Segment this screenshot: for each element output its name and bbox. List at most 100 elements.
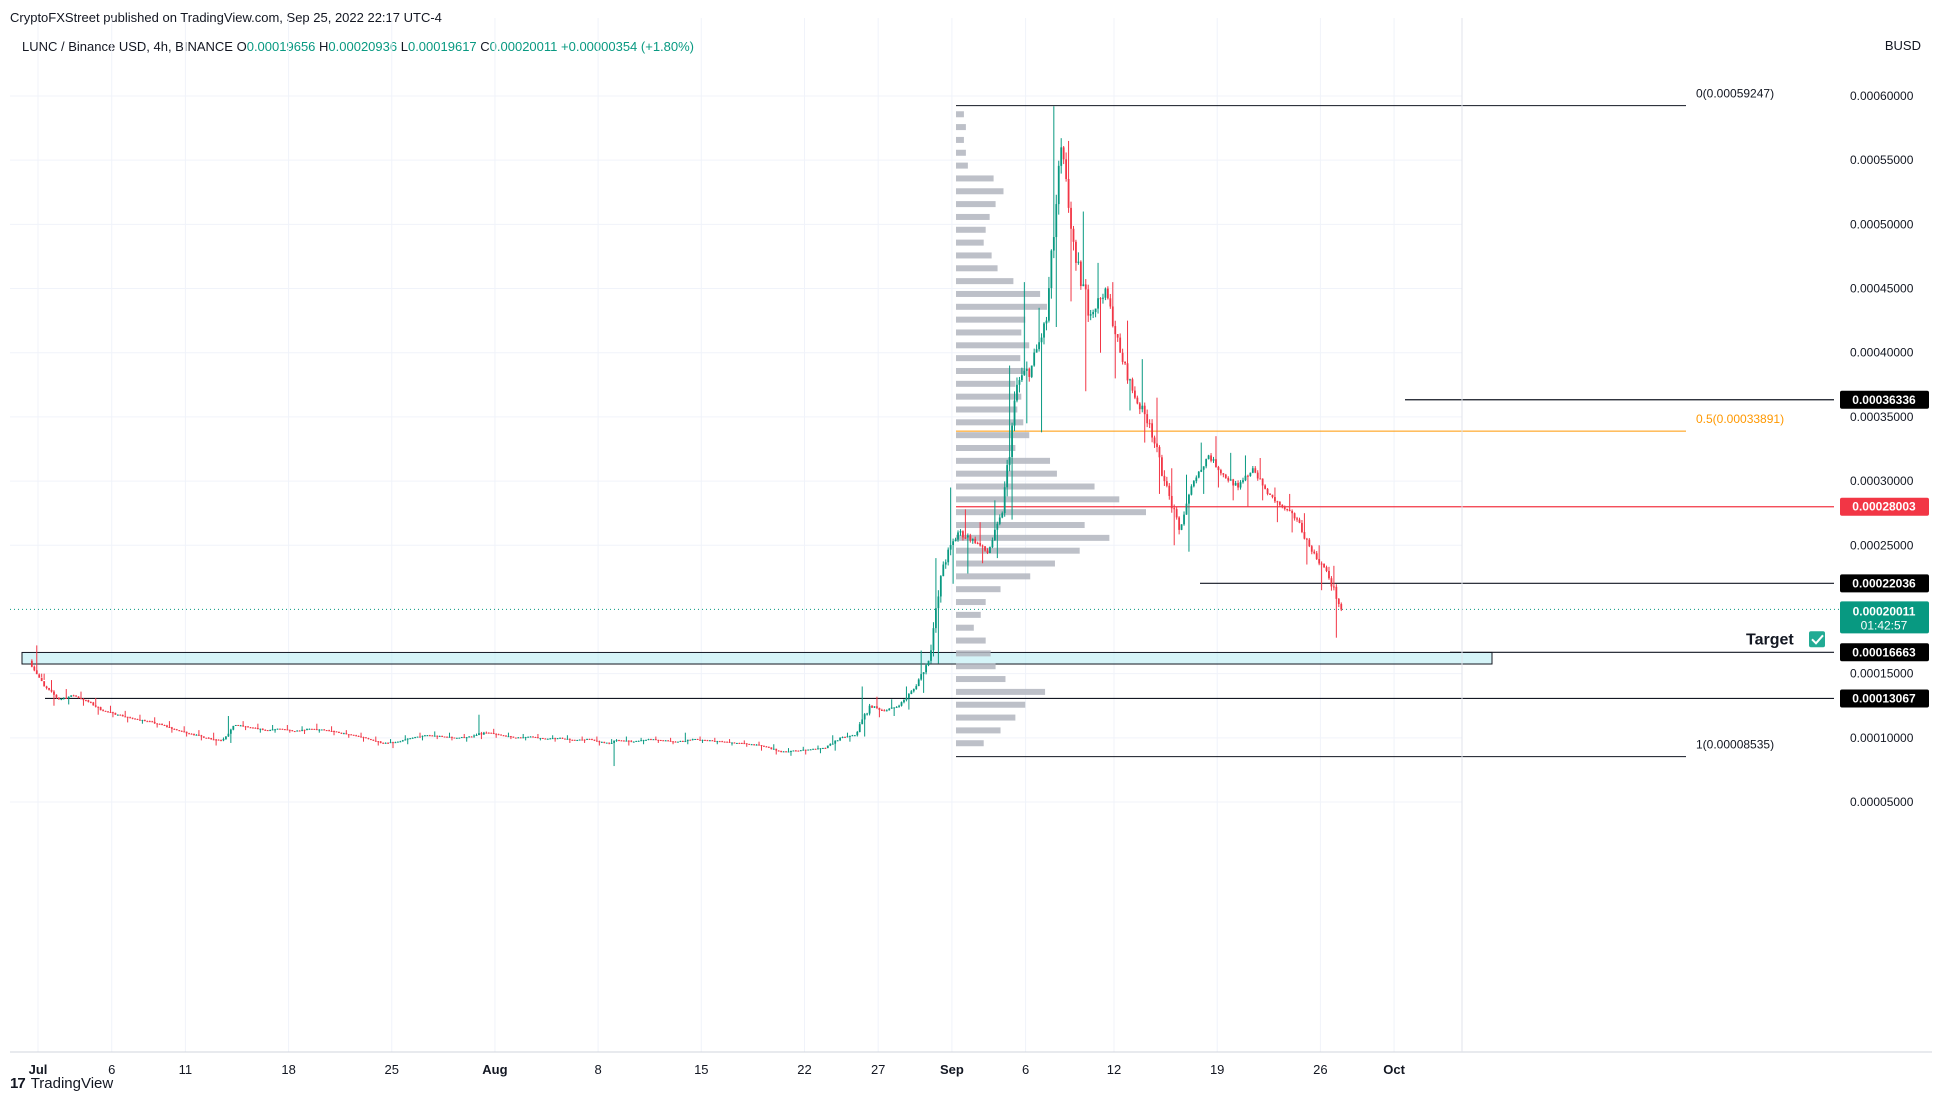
candle-body <box>1114 326 1117 335</box>
candlesticks <box>30 106 1343 767</box>
candle-body <box>802 749 805 751</box>
candle-body <box>1301 522 1303 533</box>
price-tick-label: 0.00055000 <box>1850 153 1914 167</box>
candle-body <box>971 538 974 541</box>
volume-profile-bar <box>956 573 1031 580</box>
candle-body <box>35 670 38 675</box>
candle-body <box>448 736 451 738</box>
support-zone-rect[interactable] <box>21 651 1493 665</box>
target-label: Target <box>1746 631 1794 648</box>
price-tick-label: 0.00045000 <box>1850 282 1914 296</box>
price-tick-label: 0.00060000 <box>1850 89 1914 103</box>
candle-body <box>207 737 210 739</box>
candle-body <box>723 741 726 743</box>
candle-body <box>669 740 672 742</box>
candle-body <box>755 744 758 746</box>
tradingview-logo[interactable]: 17 TradingView <box>10 1075 113 1092</box>
candle-body <box>1121 352 1124 362</box>
candle-body <box>492 733 495 735</box>
candle-body <box>546 738 549 740</box>
candle-body <box>480 733 483 735</box>
candle-body <box>1011 425 1013 457</box>
candle-body <box>1210 455 1212 461</box>
candle-body <box>1136 397 1139 404</box>
candle-body <box>642 740 645 742</box>
candle-body <box>163 724 166 726</box>
time-tick-label: 11 <box>179 1062 193 1077</box>
candle-body <box>185 731 188 734</box>
volume-profile-bar <box>956 278 1014 285</box>
candle-body <box>1077 261 1080 263</box>
candle-body <box>109 712 112 714</box>
candle-body <box>932 628 935 651</box>
candle-body <box>650 739 652 741</box>
candle-body <box>131 717 134 719</box>
candle-body <box>114 712 117 715</box>
candle-body <box>1023 370 1026 376</box>
candle-body <box>1232 479 1235 486</box>
candle-body <box>446 736 448 738</box>
candle-body <box>242 725 245 727</box>
candle-body <box>473 735 475 737</box>
candle-body <box>426 735 429 737</box>
candle-body <box>222 738 225 741</box>
candle-body <box>942 564 945 577</box>
candle-body <box>264 729 267 731</box>
price-tick-label: 0.00040000 <box>1850 346 1914 360</box>
candle-body <box>726 741 728 743</box>
candle-body <box>286 729 289 731</box>
candle-body <box>1195 477 1198 482</box>
candle-body <box>495 733 498 735</box>
price-scale-currency[interactable]: BUSD <box>1884 38 1921 53</box>
candle-body <box>470 736 473 738</box>
candle-body <box>60 698 63 700</box>
candle-body <box>1320 563 1323 565</box>
candle-body <box>679 740 682 742</box>
volume-profile-bar <box>956 303 1048 310</box>
candle-body <box>1332 586 1335 588</box>
candle-body <box>333 731 335 733</box>
candle-body <box>1313 551 1316 554</box>
candle-body <box>1153 437 1156 444</box>
candle-body <box>1237 483 1239 488</box>
candle-body <box>104 710 107 712</box>
volume-profile-bar <box>956 149 966 156</box>
candle-body <box>966 535 969 538</box>
candle-body <box>915 686 918 690</box>
price-level-badge-text: 0.00036336 <box>1852 393 1916 407</box>
candle-body <box>1111 306 1114 327</box>
candle-body <box>451 736 453 738</box>
candle-body <box>1018 380 1021 385</box>
candle-body <box>460 737 463 739</box>
candle-body <box>772 748 775 750</box>
candle-body <box>271 729 274 731</box>
candle-body <box>551 738 554 740</box>
candle-body <box>369 739 372 741</box>
candle-countdown-text: 01:42:57 <box>1861 618 1908 632</box>
candle-body <box>411 737 414 739</box>
candle-body <box>1283 506 1286 509</box>
volume-profile-bar <box>956 226 986 233</box>
candle-body <box>1256 472 1259 479</box>
candle-body <box>205 737 208 739</box>
candle-body <box>229 729 232 734</box>
candle-body <box>62 697 65 699</box>
ohlc-open-value: 0.00019656 <box>246 39 316 54</box>
candle-body <box>1025 368 1028 371</box>
candle-body <box>986 550 989 553</box>
candle-body <box>276 728 279 730</box>
candle-body <box>797 750 800 752</box>
candle-body <box>1060 147 1063 166</box>
candle-body <box>143 720 146 722</box>
candle-body <box>225 736 227 739</box>
candle-body <box>1062 147 1065 160</box>
volume-profile-bar <box>956 265 998 272</box>
candle-body <box>576 740 579 742</box>
candle-body <box>674 741 677 743</box>
symbol-name[interactable]: LUNC / Binance USD, 4h, BINANCE <box>22 39 233 54</box>
candle-body <box>750 744 753 746</box>
candle-body <box>738 742 741 744</box>
candle-body <box>102 710 105 712</box>
candle-body <box>259 728 262 730</box>
